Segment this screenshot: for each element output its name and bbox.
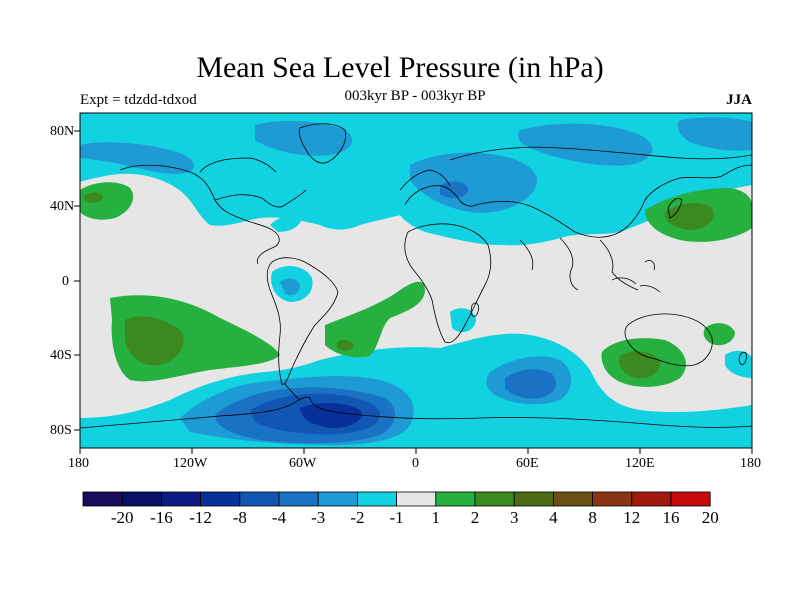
contour-eurasia-neg3 <box>440 181 469 199</box>
coast-greenland <box>298 123 347 164</box>
contour-southern-neg8 <box>300 402 362 428</box>
colorbar-level-label: -2 <box>350 508 364 527</box>
lat-tick-0: 0 <box>62 274 69 289</box>
map-area <box>80 113 752 448</box>
coast-antarctica <box>80 396 752 429</box>
lon-tick-180e: 180 <box>740 456 761 471</box>
coast-madagascar <box>470 302 479 317</box>
colorbar-swatch <box>513 491 554 507</box>
lat-tick-80s: 80S <box>50 423 72 438</box>
contour-amazon-neg2 <box>280 278 300 296</box>
colorbar-swatch <box>82 491 123 507</box>
colorbar-level-label: 8 <box>588 508 597 527</box>
contour-arctic-neg2-greenland <box>255 120 353 156</box>
colorbar-swatch <box>317 491 358 507</box>
contour-caribbean-neg1 <box>270 214 302 232</box>
lon-tick-120w: 120W <box>173 456 208 471</box>
period-label: 003kyr BP - 003kyr BP <box>344 88 486 104</box>
colorbar-swatch <box>670 491 711 507</box>
coast-asia <box>475 164 752 291</box>
lon-tick-60w: 60W <box>289 456 317 471</box>
colorbar-level-label: -1 <box>390 508 404 527</box>
colorbar-level-label: -4 <box>272 508 287 527</box>
colorbar-level-label: 3 <box>510 508 519 527</box>
tick-marks <box>74 130 753 454</box>
map-title: Mean Sea Level Pressure (in hPa) <box>196 51 604 84</box>
colorbar-swatch <box>631 491 672 507</box>
colorbar-level-label: -20 <box>111 508 134 527</box>
contour-nwpacific-pos2 <box>664 203 714 230</box>
colorbar-level-label: -16 <box>150 508 173 527</box>
coast-europe <box>399 169 477 207</box>
contour-tasman-pos1 <box>703 323 735 346</box>
contour-satlantic-pos2 <box>337 339 354 351</box>
colorbar-swatch <box>356 491 397 507</box>
contour-sepacific-neg1 <box>725 350 752 378</box>
colorbar-swatch <box>200 491 241 507</box>
coast-new-zealand <box>738 351 747 365</box>
colorbar-level-label: 4 <box>549 508 558 527</box>
contour-arctic-neg2-eurasia <box>410 152 538 213</box>
colorbar-swatch <box>278 491 319 507</box>
coast-japan <box>667 198 683 219</box>
colorbar-level-label: -3 <box>311 508 325 527</box>
lon-tick-180w: 180 <box>68 456 89 471</box>
contour-satlantic-pos1 <box>325 281 425 358</box>
colorbar-level-label: -8 <box>233 508 247 527</box>
colorbar-swatch <box>435 491 476 507</box>
coast-antarctic-peninsula <box>284 383 301 401</box>
coast-north-america <box>119 157 307 265</box>
colorbar-swatch <box>592 491 633 507</box>
contour-npacific-pos1 <box>80 182 134 220</box>
colorbar-swatch <box>160 491 201 507</box>
colorbar-level-label: 2 <box>471 508 480 527</box>
contour-southern-neg3-indian <box>505 369 556 399</box>
coast-arctic <box>449 146 752 161</box>
colorbar-swatch <box>553 491 594 507</box>
lon-tick-120e: 120E <box>625 456 655 471</box>
contour-madagascar-neg1 <box>450 308 476 333</box>
colorbar: -20 -16 -12 -8 -4 -3 -2 -1 1 2 3 4 8 12 16 20 <box>82 491 719 527</box>
experiment-label: Expt = tdzdd-tdxod <box>80 92 197 108</box>
colorbar-level-label: 20 <box>702 508 719 527</box>
contour-arctic-neg2-east <box>677 117 752 151</box>
lon-tick-60e: 60E <box>516 456 539 471</box>
colorbar-swatch <box>121 491 162 507</box>
coastlines <box>80 123 752 429</box>
colorbar-level-label: -12 <box>189 508 212 527</box>
lat-tick-40s: 40S <box>50 348 72 363</box>
season-label: JJA <box>726 92 752 108</box>
contour-spacific-pos2 <box>125 316 184 366</box>
coast-indonesia <box>611 260 661 293</box>
colorbar-level-label: 12 <box>623 508 640 527</box>
colorbar-level-label: 16 <box>663 508 680 527</box>
lon-tick-0: 0 <box>412 456 419 471</box>
colorbar-swatch <box>474 491 515 507</box>
contour-npacific-pos2 <box>84 192 103 203</box>
colorbar-swatch <box>239 491 280 507</box>
contour-arctic-neg2-siberia <box>518 123 653 166</box>
colorbar-level-label: 1 <box>432 508 441 527</box>
coast-africa <box>404 223 492 344</box>
lat-tick-80n: 80N <box>50 124 75 139</box>
coast-south-america <box>266 257 339 385</box>
coast-australia <box>624 313 713 367</box>
colorbar-swatch <box>396 491 437 507</box>
lat-tick-40n: 40N <box>50 199 75 214</box>
